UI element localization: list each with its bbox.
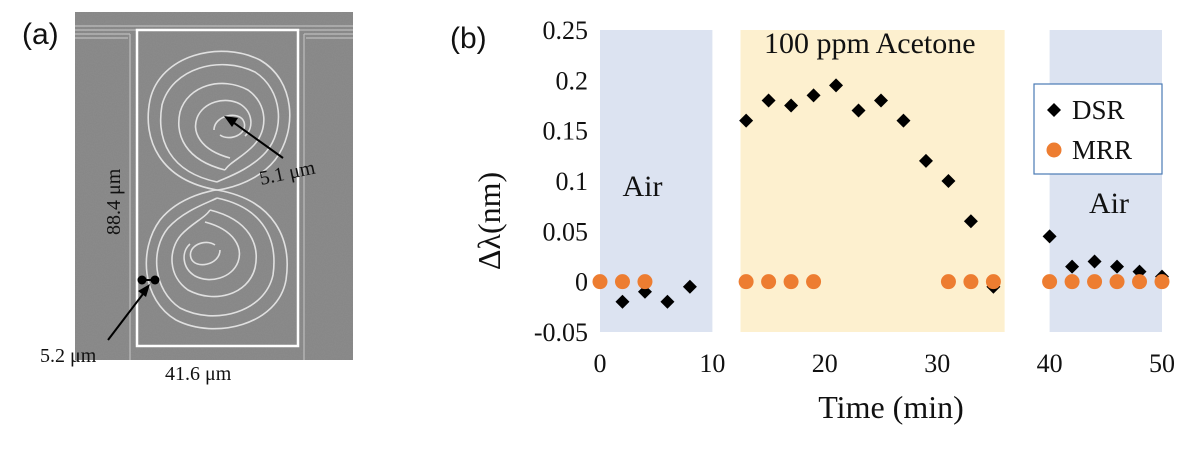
y-tick-label: -0.05 xyxy=(534,318,588,347)
dsr-point xyxy=(1042,229,1057,244)
y-tick-label: 0.05 xyxy=(543,217,589,246)
mrr-point xyxy=(1109,274,1125,290)
y-tick-label: 0.15 xyxy=(543,117,589,146)
y-tick-label: 0 xyxy=(575,268,588,297)
region-label: Air xyxy=(1089,187,1129,220)
region-band xyxy=(1049,30,1162,332)
y-tick-label: 0.2 xyxy=(556,66,589,95)
mrr-point xyxy=(1087,274,1103,290)
height-label: 88.4 μm xyxy=(103,168,125,235)
x-tick-label: 50 xyxy=(1149,349,1175,378)
dsr-point xyxy=(761,93,776,108)
device-frame xyxy=(135,28,300,348)
dsr-point xyxy=(1087,254,1102,269)
legend-box xyxy=(1033,83,1163,175)
x-axis-title: Time (min) xyxy=(818,389,964,425)
dsr-point xyxy=(1110,259,1125,274)
panel-a-label: (a) xyxy=(22,18,59,51)
axes-layer: 0 10 20 30 40 50-0.0500.050.10.150.20.25Time … xyxy=(471,16,1175,425)
region-label: Air xyxy=(622,170,662,203)
dsr-point xyxy=(963,214,978,229)
coupler-gap-label: 5.2 μm xyxy=(40,345,97,367)
mrr-point xyxy=(1064,274,1080,290)
region-label: 100 ppm Acetone xyxy=(764,27,976,60)
dsr-point xyxy=(1065,259,1080,274)
dsr-point xyxy=(851,103,866,118)
panel-b-label: (b) xyxy=(450,22,487,55)
x-tick-label: 40 xyxy=(1037,349,1063,378)
dsr-point xyxy=(918,153,933,168)
mrr-point xyxy=(1132,274,1148,290)
sem-micrograph-panel: 88.4 μm 5.1 μm 5.2 μm 41.6 μm xyxy=(0,0,440,461)
x-tick-label: 30 xyxy=(924,349,950,378)
dsr-point xyxy=(784,98,799,113)
width-label: 41.6 μm xyxy=(165,363,232,385)
x-tick-label: 0 xyxy=(594,349,607,378)
mrr-point xyxy=(592,274,608,290)
y-axis-title: Δλ(nm) xyxy=(471,172,507,270)
legend-label: MRR xyxy=(1072,135,1132,165)
mrr-point xyxy=(940,274,956,290)
dsr-point xyxy=(806,88,821,103)
mrr-point xyxy=(783,274,799,290)
annotation-arrows xyxy=(107,116,284,341)
dsr-point xyxy=(739,113,754,128)
marks-layer xyxy=(592,78,1170,309)
mrr-point xyxy=(963,274,979,290)
legend-label: DSR xyxy=(1072,95,1125,125)
mrr-point xyxy=(985,274,1001,290)
legend-marker-dsr xyxy=(1047,103,1061,117)
mrr-point xyxy=(761,274,777,290)
double-spiral-waveguide xyxy=(145,50,291,330)
chart-panel: Air 100 ppm Acetone Air 0 10 20 30 40 50 -0.05 0 0… xyxy=(440,0,1200,461)
mrr-point xyxy=(614,274,630,290)
dsr-point xyxy=(874,93,888,108)
legend-marker-mrr xyxy=(1046,142,1062,158)
y-tick-label: 0.1 xyxy=(556,167,589,196)
x-tick-label: 10 xyxy=(699,349,725,378)
region-band xyxy=(740,30,1005,332)
dsr-point xyxy=(941,174,956,188)
y-tick-label: 0.25 xyxy=(543,16,589,45)
sem-image: 88.4 μm 5.1 μm 5.2 μm 41.6 μm xyxy=(40,12,353,385)
dsr-point xyxy=(615,294,630,309)
dsr-point xyxy=(660,294,675,309)
chart-legend: DSR MRR xyxy=(1033,83,1163,175)
mrr-point xyxy=(637,274,653,290)
mrr-point xyxy=(1154,274,1170,290)
mrr-point xyxy=(738,274,754,290)
x-tick-label: 20 xyxy=(812,349,838,378)
dsr-point xyxy=(896,113,911,128)
mrr-point xyxy=(806,274,822,290)
mrr-point xyxy=(1042,274,1058,290)
dsr-point xyxy=(829,78,844,93)
